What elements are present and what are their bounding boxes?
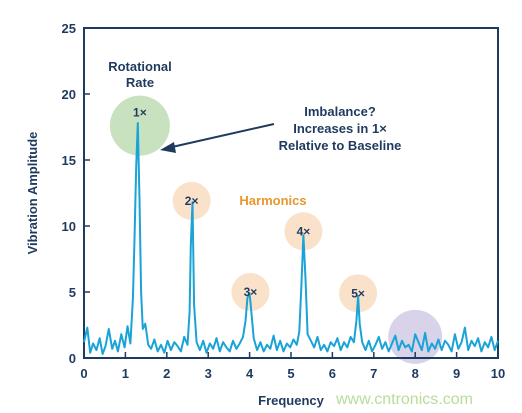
imbalance-arrow-head (160, 142, 176, 153)
x-tick-label: 0 (80, 366, 87, 381)
peak-bubble-3x (231, 273, 270, 311)
x-tick-label: 4 (246, 366, 254, 381)
y-tick-label: 0 (69, 351, 76, 366)
peak-bubble-4x (284, 212, 323, 251)
x-tick-label: 1 (122, 366, 129, 381)
imbalance-label-line1: Imbalance? (304, 104, 376, 119)
peak-bubble-5x (339, 274, 378, 313)
x-tick-label: 7 (370, 366, 377, 381)
watermark: www.cntronics.com (335, 391, 473, 408)
y-axis-title: Vibration Amplitude (25, 132, 40, 255)
x-tick-label: 3 (205, 366, 212, 381)
x-tick-label: 10 (491, 366, 505, 381)
peak-labels: 1× 2× 3× 4× 5× (133, 106, 365, 301)
imbalance-label-line2: Increases in 1× (293, 121, 387, 136)
y-tick-label: 10 (62, 219, 76, 234)
x-tick-label: 8 (412, 366, 419, 381)
y-tick-label: 15 (62, 153, 76, 168)
peak-label-3x: 3× (244, 285, 258, 299)
x-tick-label: 9 (453, 366, 460, 381)
x-tick-label: 6 (329, 366, 336, 381)
rotational-rate-label-line2: Rate (126, 75, 154, 90)
imbalance-arrow-line (171, 123, 275, 148)
x-tick-label: 5 (287, 366, 294, 381)
harmonics-label: Harmonics (239, 193, 306, 208)
x-tick-label: 2 (163, 366, 170, 381)
peak-label-4x: 4× (297, 224, 311, 238)
peak-label-5x: 5× (351, 286, 365, 300)
peak-label-1x: 1× (133, 106, 147, 120)
peak-label-2x: 2× (185, 194, 199, 208)
spectrum-line (83, 122, 499, 355)
rotational-rate-label-line1: Rotational (108, 59, 172, 74)
y-axis-ticks: 0 5 10 15 20 25 (62, 21, 90, 366)
x-axis-ticks: 0 1 2 3 4 5 6 7 8 9 10 (80, 352, 505, 381)
imbalance-label-line3: Relative to Baseline (279, 138, 402, 153)
y-tick-label: 5 (69, 285, 76, 300)
y-tick-label: 20 (62, 87, 76, 102)
peak-highlight-circles (109, 95, 443, 364)
peak-bubble-1x (109, 95, 170, 156)
peak-bubble-2x (172, 181, 211, 220)
y-tick-label: 25 (62, 21, 76, 36)
x-axis-title: Frequency (258, 393, 325, 408)
